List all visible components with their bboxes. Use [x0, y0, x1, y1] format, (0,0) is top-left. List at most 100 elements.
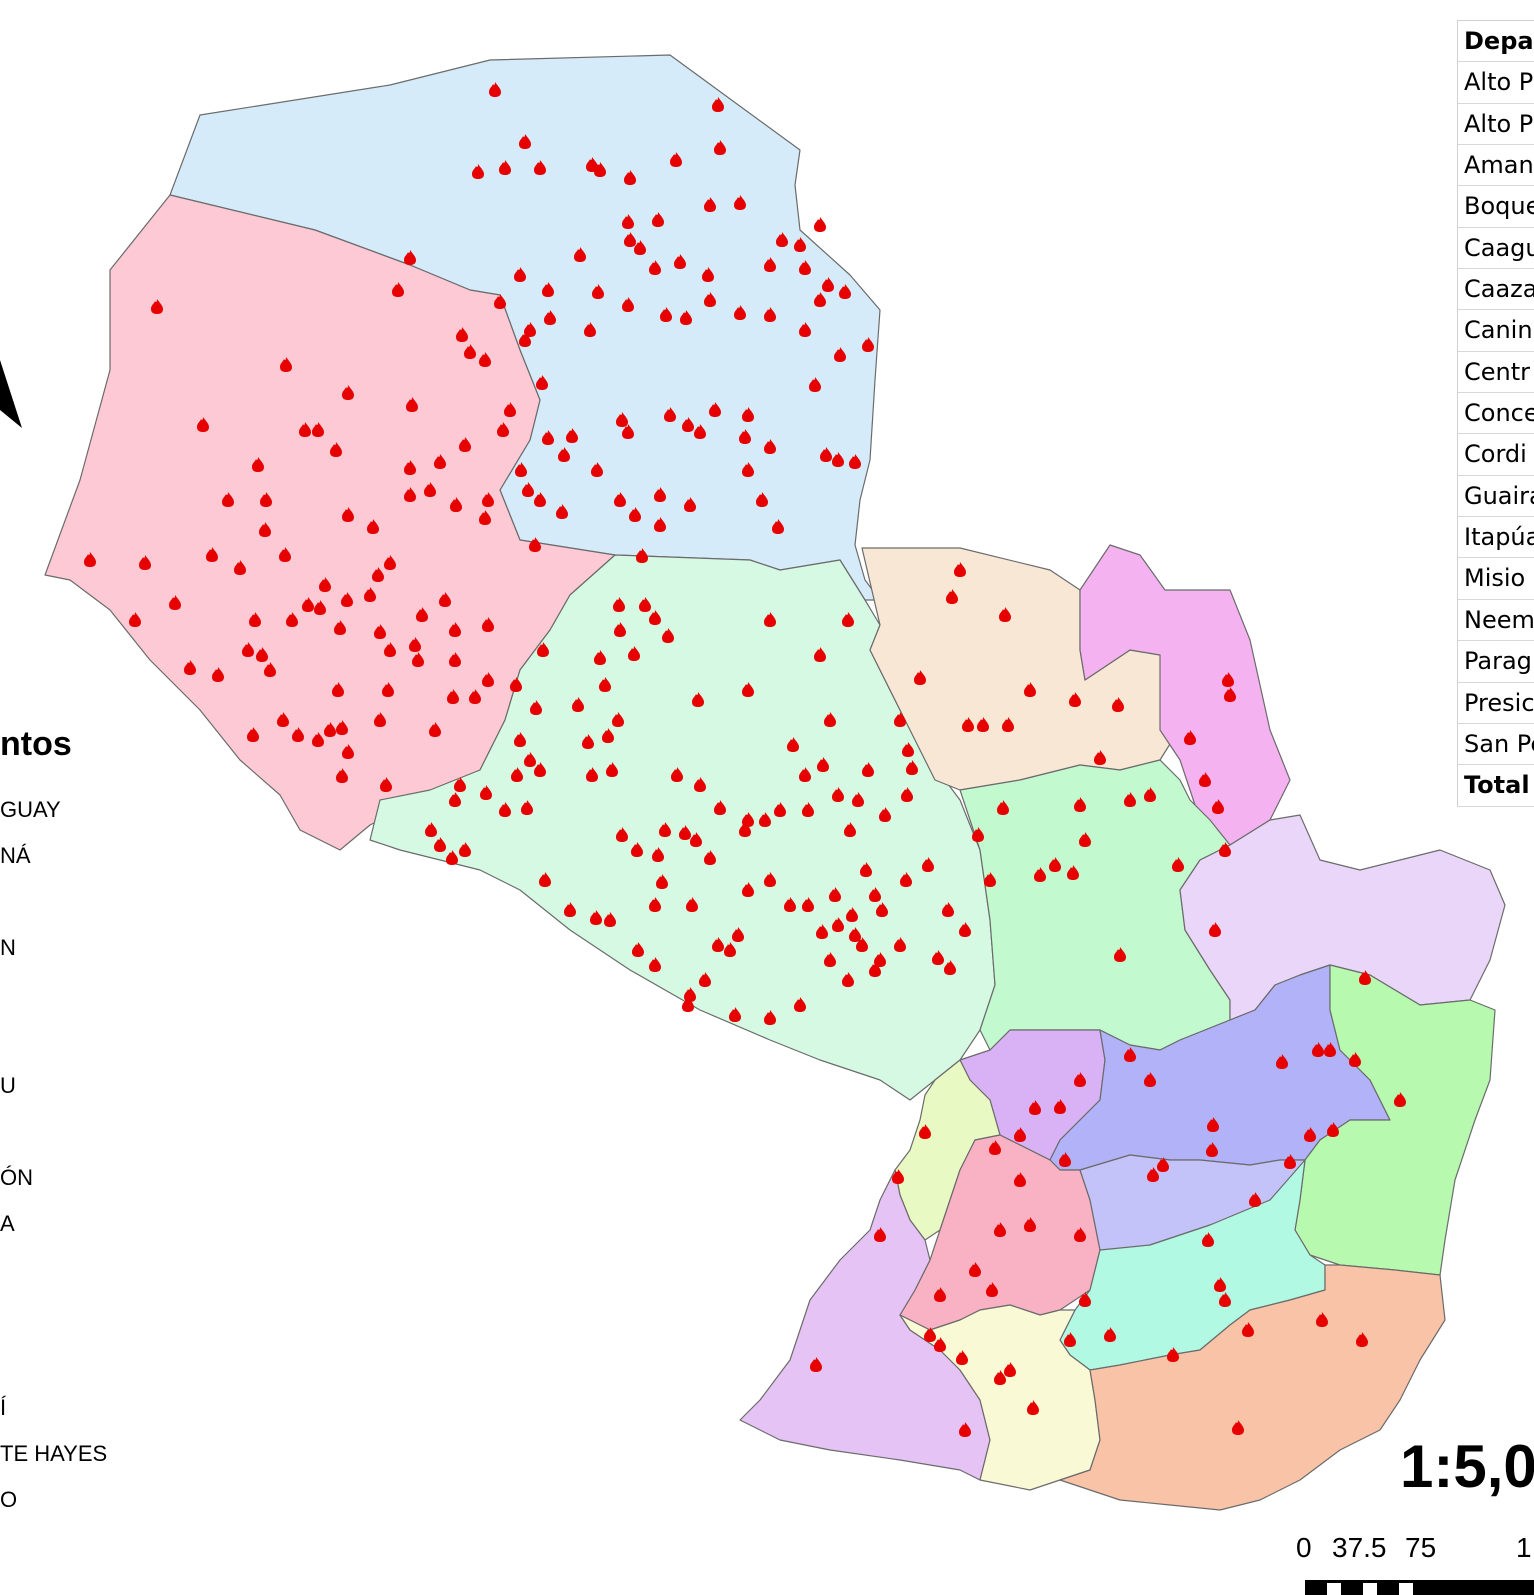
fire-marker — [659, 822, 671, 837]
fire-marker — [674, 254, 686, 269]
scale-label: 75 — [1405, 1532, 1437, 1563]
fire-marker — [874, 1227, 886, 1242]
fire-marker — [670, 152, 682, 167]
fire-marker — [416, 607, 428, 622]
fire-marker — [151, 299, 163, 314]
fire-marker — [234, 560, 246, 575]
fire-marker — [249, 612, 261, 627]
fire-marker — [900, 872, 912, 887]
fire-marker — [480, 785, 492, 800]
fire-marker — [511, 767, 523, 782]
fire-marker — [946, 589, 958, 604]
fire-marker — [820, 447, 832, 462]
fire-marker — [1074, 1227, 1086, 1242]
fire-marker — [1207, 1117, 1219, 1132]
fire-marker — [342, 385, 354, 400]
fire-marker — [879, 807, 891, 822]
fire-marker — [1209, 922, 1221, 937]
fire-marker — [342, 507, 354, 522]
table-row: San Pe — [1458, 724, 1534, 766]
fire-marker — [1202, 1232, 1214, 1247]
fire-marker — [574, 247, 586, 262]
fire-marker — [613, 597, 625, 612]
fire-marker — [319, 577, 331, 592]
fire-marker — [222, 492, 234, 507]
fire-marker — [1054, 1099, 1066, 1114]
fire-marker — [247, 727, 259, 742]
fire-marker — [822, 277, 834, 292]
fire-marker — [922, 857, 934, 872]
fire-marker — [1144, 787, 1156, 802]
fire-marker — [824, 712, 836, 727]
fire-marker — [756, 492, 768, 507]
legend-item: U — [0, 1073, 16, 1098]
fire-marker — [1172, 857, 1184, 872]
fire-marker — [1327, 1122, 1339, 1137]
fire-marker — [1184, 730, 1196, 745]
fire-marker — [449, 792, 461, 807]
fire-marker — [999, 607, 1011, 622]
fire-marker — [649, 897, 661, 912]
table-row: Boque — [1458, 186, 1534, 228]
fire-marker — [1316, 1312, 1328, 1327]
fire-marker — [984, 872, 996, 887]
legend-item: O — [0, 1487, 18, 1512]
fire-marker — [280, 357, 292, 372]
fire-marker — [652, 212, 664, 227]
fire-marker — [456, 327, 468, 342]
fire-marker — [734, 195, 746, 210]
fire-marker — [764, 872, 776, 887]
fire-marker — [824, 952, 836, 967]
fire-marker — [977, 717, 989, 732]
fire-marker — [712, 97, 724, 112]
fire-marker — [832, 452, 844, 467]
fire-marker — [1232, 1420, 1244, 1435]
fire-marker — [862, 337, 874, 352]
fire-marker — [439, 592, 451, 607]
fire-marker — [514, 732, 526, 747]
fire-marker — [279, 547, 291, 562]
fire-marker — [764, 439, 776, 454]
fire-marker — [842, 972, 854, 987]
fire-marker — [684, 987, 696, 1002]
fire-marker — [84, 552, 96, 567]
fire-marker — [902, 742, 914, 757]
table-row: Alto P — [1458, 104, 1534, 146]
fire-marker — [1157, 1157, 1169, 1172]
fire-marker — [529, 537, 541, 552]
department-itapua — [1059, 1264, 1446, 1511]
fire-marker — [764, 257, 776, 272]
fire-marker — [874, 952, 886, 967]
table-row: Caagu — [1458, 228, 1534, 270]
fire-marker — [425, 822, 437, 837]
fire-marker — [1094, 750, 1106, 765]
fire-marker — [424, 482, 436, 497]
fire-marker — [139, 555, 151, 570]
fire-marker — [662, 628, 674, 643]
fire-marker — [534, 492, 546, 507]
fire-marker — [629, 507, 641, 522]
fire-marker — [314, 600, 326, 615]
fire-marker — [367, 519, 379, 534]
fire-marker — [742, 407, 754, 422]
fire-marker — [1242, 1322, 1254, 1337]
fire-marker — [1224, 687, 1236, 702]
fire-marker — [1014, 1172, 1026, 1187]
fire-marker — [704, 850, 716, 865]
fire-marker — [1394, 1092, 1406, 1107]
fire-marker — [1067, 865, 1079, 880]
fire-marker — [1356, 1332, 1368, 1347]
fire-marker — [1284, 1154, 1296, 1169]
scale-label: 0 — [1296, 1532, 1312, 1563]
fire-marker — [704, 292, 716, 307]
fire-marker — [1312, 1042, 1324, 1057]
fire-marker — [956, 1350, 968, 1365]
fire-marker — [869, 887, 881, 902]
fire-marker — [504, 402, 516, 417]
fire-marker — [636, 548, 648, 563]
fire-marker — [628, 646, 640, 661]
fire-marker — [664, 407, 676, 422]
fire-marker — [994, 1370, 1006, 1385]
fire-marker — [1219, 842, 1231, 857]
legend-title: ntos — [0, 725, 72, 763]
